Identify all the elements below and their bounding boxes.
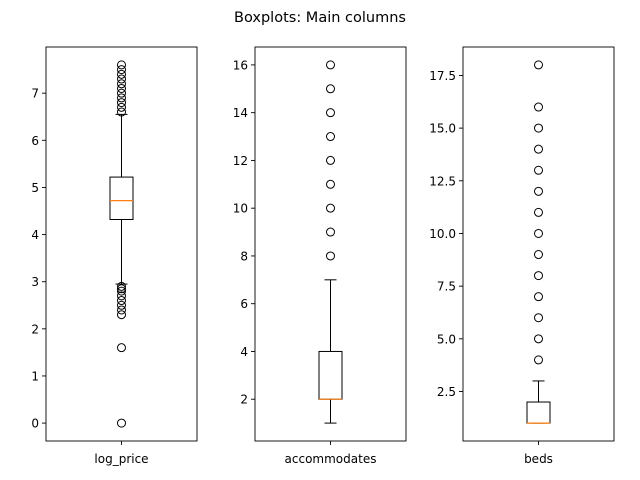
outlier-point	[326, 84, 335, 94]
y-tick-label: 1	[31, 369, 39, 383]
outlier-point	[534, 228, 543, 238]
boxplot-panel-1: 0 1 2 3 4 5 6 7 log_price	[31, 46, 198, 466]
outlier-point	[117, 69, 126, 79]
outlier-point	[326, 227, 335, 237]
outlier-point	[326, 155, 335, 165]
x-tick-label: log_price	[94, 452, 148, 466]
outlier-point	[117, 296, 126, 306]
outlier-point	[534, 292, 543, 302]
outlier-point	[117, 343, 126, 353]
y-tick-label: 4	[240, 345, 248, 359]
outlier-point	[534, 186, 543, 196]
outlier-point	[117, 83, 126, 93]
y-tick-label: 6	[240, 297, 248, 311]
outlier-point	[117, 284, 126, 294]
outlier-point	[326, 251, 335, 261]
outlier-point	[534, 123, 543, 133]
y-tick-label: 14	[233, 106, 248, 120]
outlier-point	[117, 286, 126, 296]
y-tick-label: 15.0	[429, 122, 456, 136]
x-tick-label: beds	[524, 452, 553, 466]
outlier-point	[117, 102, 126, 112]
iqr-box	[318, 350, 343, 400]
y-tick-label: 7.5	[437, 280, 456, 294]
y-tick-label: 10.0	[429, 227, 456, 241]
outlier-point	[534, 165, 543, 175]
outlier-point	[117, 418, 126, 428]
y-tick-label: 2	[240, 393, 248, 407]
outlier-point	[534, 144, 543, 154]
outlier-point	[534, 271, 543, 281]
iqr-box	[109, 176, 134, 220]
y-tick-label: 7	[31, 87, 39, 101]
figure-title: Boxplots: Main columns	[234, 10, 406, 26]
outlier-point	[117, 88, 126, 98]
y-tick-label: 17.5	[429, 69, 456, 83]
axes-frame	[254, 46, 407, 442]
outlier-point	[326, 60, 335, 70]
y-tick-label: 0	[31, 417, 39, 431]
y-tick-label: 6	[31, 134, 39, 148]
outlier-point	[534, 102, 543, 112]
y-tick-label: 16	[233, 58, 248, 72]
y-tick-label: 2	[31, 322, 39, 336]
outlier-point	[117, 93, 126, 103]
x-tick-label: accommodates	[285, 452, 377, 466]
y-tick-label: 4	[31, 228, 39, 242]
outlier-point	[117, 79, 126, 89]
outlier-point	[534, 313, 543, 323]
outlier-point	[117, 305, 126, 315]
boxplot-panel-3: 2.5 5.0 7.5 10.0 12.5 15.0 17.5 beds	[429, 46, 615, 466]
outlier-point	[117, 98, 126, 108]
outlier-point	[117, 65, 126, 75]
outlier-point	[534, 355, 543, 365]
y-tick-label: 5.0	[437, 332, 456, 346]
outlier-point	[117, 74, 126, 84]
y-tick-label: 2.5	[437, 385, 456, 399]
y-tick-label: 10	[233, 202, 248, 216]
outlier-point	[534, 334, 543, 344]
boxplot-panel-2: 2 4 6 8 10 12 14 16 accommodates	[233, 46, 407, 466]
y-tick-label: 8	[240, 249, 248, 263]
outlier-point	[117, 107, 126, 117]
outlier-point	[117, 310, 126, 320]
outlier-point	[117, 281, 126, 291]
outlier-point	[117, 60, 126, 70]
outlier-point	[534, 250, 543, 260]
outlier-point	[534, 207, 543, 217]
outlier-point	[117, 300, 126, 310]
y-tick-label: 12.5	[429, 174, 456, 188]
outlier-point	[534, 60, 543, 70]
outlier-point	[326, 108, 335, 118]
outlier-point	[326, 179, 335, 189]
y-tick-label: 12	[233, 154, 248, 168]
iqr-box	[526, 401, 551, 424]
y-tick-label: 3	[31, 275, 39, 289]
outlier-point	[326, 203, 335, 213]
outlier-point	[326, 132, 335, 142]
y-tick-label: 5	[31, 181, 39, 195]
outlier-point	[117, 291, 126, 301]
